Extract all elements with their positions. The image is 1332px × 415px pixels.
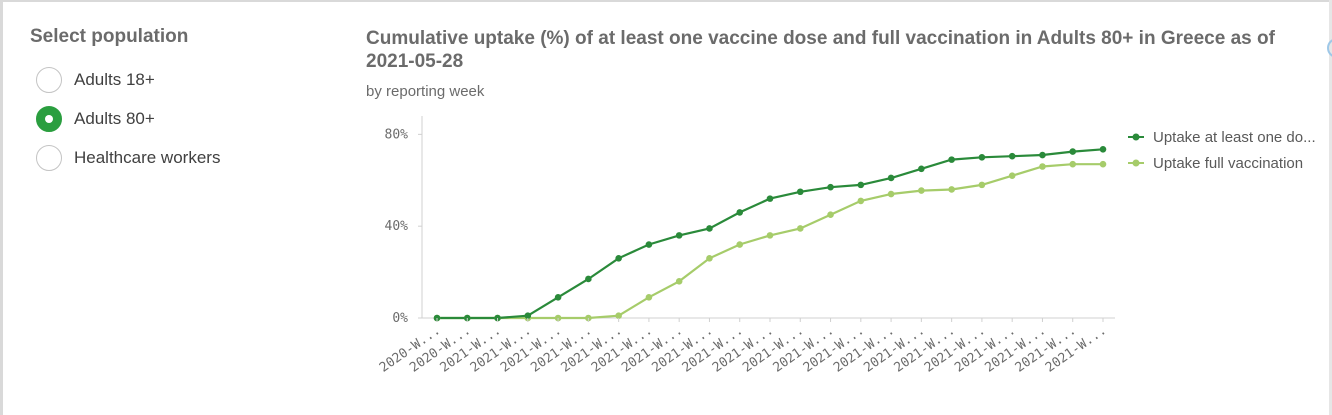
radio-button-healthcare-workers[interactable]	[36, 144, 62, 171]
series-1-point	[615, 255, 622, 262]
series-2-point	[645, 294, 653, 301]
series-1-point	[1008, 152, 1016, 160]
chart-title: Cumulative uptake (%) of at least one va…	[366, 28, 1275, 72]
legend-label-1: Uptake at least one do...	[1153, 129, 1316, 146]
series-1-point	[645, 241, 653, 248]
radio-option-adults-18[interactable]: Adults 18+	[30, 60, 220, 99]
series-2-point	[1069, 160, 1077, 168]
chart-legend[interactable]: Uptake at least one do... Uptake full vac…	[1128, 129, 1316, 172]
series-1-point	[1039, 151, 1046, 159]
series-2-point	[827, 211, 834, 219]
series-1-point	[978, 154, 986, 161]
series-2-point	[1008, 172, 1016, 179]
uptake-line-chart: 0% 40% 80% 2020-W...2020-W...2021-W...2021…	[377, 116, 1316, 376]
series-1-point	[918, 165, 925, 173]
series-1-point	[554, 294, 562, 301]
series-1-point	[1099, 145, 1107, 153]
series-2-point	[1099, 160, 1107, 168]
series-2-point	[796, 225, 804, 232]
radio-option-healthcare-workers[interactable]: Healthcare workers	[30, 138, 220, 177]
x-axis-ticks: 2020-W...2020-W...2021-W...2021-W...2021…	[377, 318, 1109, 376]
series-2-point	[706, 255, 713, 262]
radio-button-adults-18[interactable]	[36, 66, 62, 93]
series-2-point	[736, 241, 744, 248]
legend-marker-1	[1132, 133, 1140, 141]
radio-label-adults-18: Adults 18+	[74, 69, 155, 89]
series-1-point	[948, 156, 955, 163]
panel-left-border	[0, 0, 3, 415]
series-1-point	[675, 232, 683, 239]
legend-label-2: Uptake full vaccination	[1153, 155, 1303, 172]
y-tick-label: 40%	[385, 219, 409, 234]
radio-label-adults-80: Adults 80+	[74, 108, 155, 128]
panel-top-border	[0, 0, 1332, 2]
series-1-point	[1069, 148, 1077, 155]
series-1-point	[706, 225, 713, 232]
series-2-point	[978, 181, 986, 189]
series-1-point	[585, 275, 592, 283]
population-selector: Select population Adults 18+ Adults 80+ …	[30, 26, 220, 177]
panel-right-border	[1329, 0, 1332, 415]
series-2-point	[918, 187, 925, 194]
series-line-2	[437, 163, 1103, 320]
series-2-point	[1039, 163, 1046, 170]
y-tick-label: 0%	[392, 311, 408, 326]
chart-axes: 0% 40% 80%	[385, 116, 1115, 326]
selector-title: Select population	[30, 26, 189, 47]
legend-marker-2	[1132, 159, 1140, 167]
series-1-point	[857, 181, 865, 189]
series-1-point	[887, 174, 895, 182]
series-2-point	[766, 232, 774, 239]
radio-option-adults-80[interactable]: Adults 80+	[30, 99, 220, 138]
y-tick-label: 80%	[385, 127, 409, 142]
series-1-point	[827, 183, 834, 191]
series-2-point	[675, 277, 683, 285]
series-1-point	[766, 195, 774, 202]
radio-label-healthcare-workers: Healthcare workers	[74, 147, 221, 167]
series-2-point	[948, 186, 955, 193]
radio-button-adults-80[interactable]	[36, 105, 62, 132]
chart-subtitle: by reporting week	[366, 83, 485, 100]
series-1-point	[796, 188, 804, 196]
info-button-icon[interactable]	[1327, 38, 1332, 58]
chart-points	[433, 145, 1107, 322]
series-2-point	[615, 312, 622, 320]
series-1-point	[736, 209, 744, 216]
series-2-point	[857, 197, 865, 205]
series-2-point	[887, 190, 895, 198]
series-1-point	[524, 312, 532, 320]
